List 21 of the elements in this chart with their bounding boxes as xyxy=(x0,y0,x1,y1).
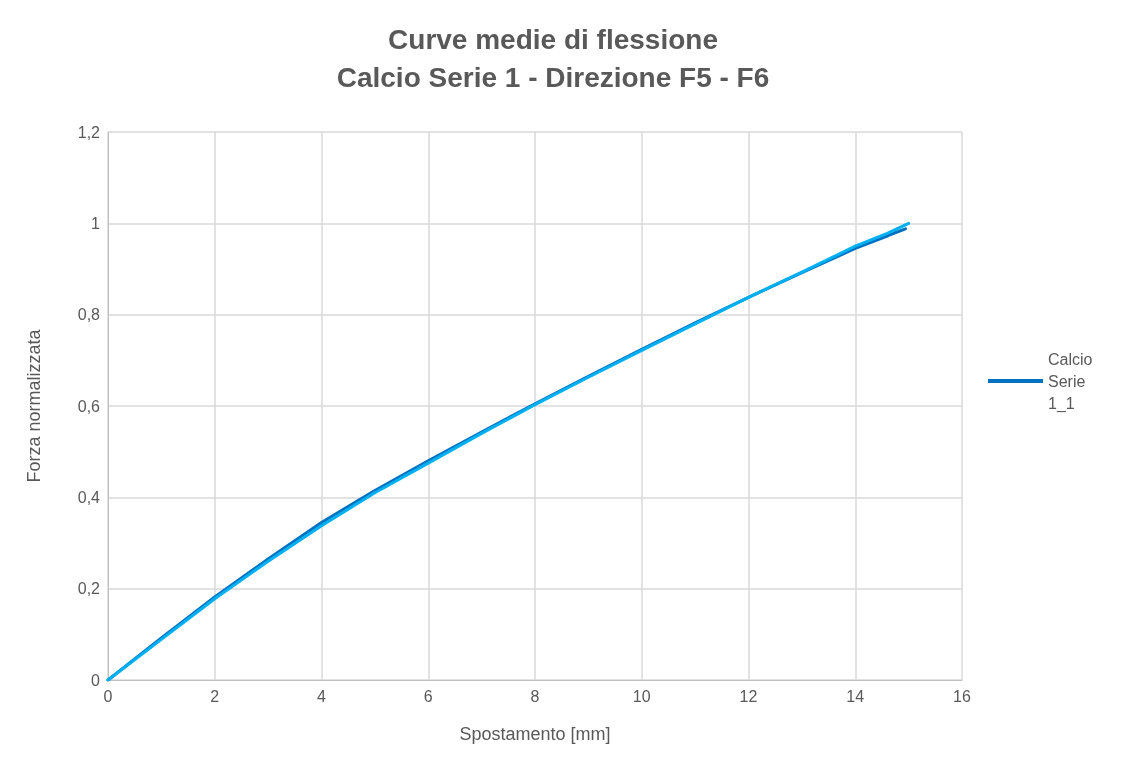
x-tick-label: 16 xyxy=(953,687,971,705)
y-tick-label: 0,6 xyxy=(77,397,101,415)
y-tick-label: 0,4 xyxy=(77,488,101,506)
y-tick-label: 1,2 xyxy=(77,123,101,141)
legend-label: Calcio Serie 1_1 xyxy=(1048,350,1097,413)
x-axis-title: Spostamento [mm] xyxy=(459,724,611,744)
chart-subtitle: Calcio Serie 1 - Direzione F5 - F6 xyxy=(336,61,770,93)
x-tick-label: 12 xyxy=(739,687,758,705)
x-tick-label: 2 xyxy=(210,687,220,705)
y-tick-label: 0 xyxy=(91,671,101,689)
y-axis-title: Forza normalizzata xyxy=(24,328,44,483)
chart-title: Curve medie di flessione xyxy=(388,23,718,55)
x-tick-label: 10 xyxy=(632,687,651,705)
x-tick-label: 6 xyxy=(423,687,433,705)
x-tick-label: 0 xyxy=(103,687,113,705)
y-tick-label: 0,2 xyxy=(77,580,101,598)
y-tick-label: 1 xyxy=(91,214,101,232)
y-tick-label: 0,8 xyxy=(77,306,101,324)
x-tick-label: 8 xyxy=(530,687,540,705)
x-tick-label: 4 xyxy=(317,687,327,705)
x-tick-label: 14 xyxy=(846,687,865,705)
